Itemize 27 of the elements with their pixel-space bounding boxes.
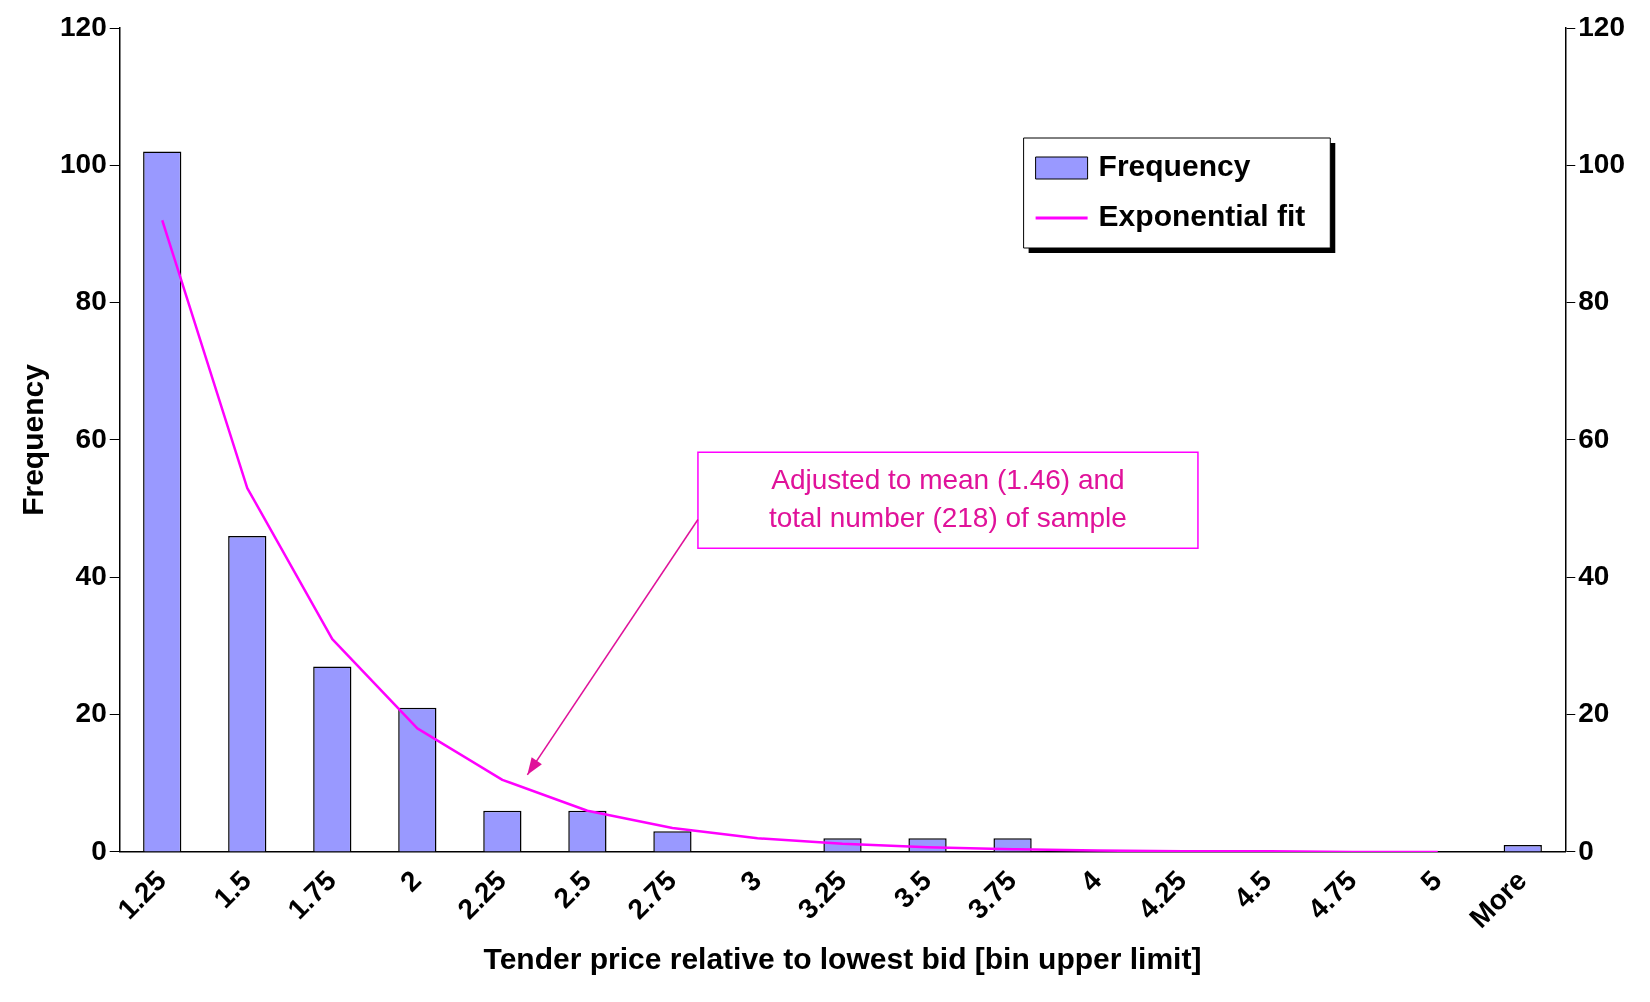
y-axis-title: Frequency <box>16 363 50 516</box>
x-tick-label: 3.5 <box>887 864 938 915</box>
y2-tick-label: 0 <box>1578 834 1594 866</box>
x-tick-label: 5 <box>1414 864 1448 898</box>
y-tick-label: 20 <box>75 697 107 729</box>
x-tick-label: 2 <box>394 864 428 898</box>
y2-tick-label: 60 <box>1578 422 1610 454</box>
y-tick-label: 100 <box>60 148 107 180</box>
y-tick-label: 60 <box>75 422 107 454</box>
annotation: Adjusted to mean (1.46) and total number (218) of sample <box>768 464 1127 534</box>
legend-label: Frequency <box>1098 149 1251 183</box>
x-tick-label: 3 <box>734 864 768 898</box>
y-tick-label: 80 <box>75 285 107 317</box>
y2-tick-label: 120 <box>1578 10 1625 42</box>
x-axis-title: Tender price relative to lowest bid [bin upper limit] <box>483 942 1202 976</box>
y-tick-label: 40 <box>75 560 107 592</box>
x-tick-label: 4 <box>1074 864 1108 898</box>
legend-label: Exponential fit <box>1098 199 1306 233</box>
y-tick-label: 120 <box>60 10 107 42</box>
x-tick-label: 2.5 <box>547 864 598 915</box>
y2-tick-label: 20 <box>1578 697 1610 729</box>
y2-tick-label: 80 <box>1578 285 1610 317</box>
x-tick-label: 1.5 <box>207 864 257 915</box>
x-tick-label: 4.5 <box>1227 864 1278 915</box>
y2-tick-label: 40 <box>1578 560 1610 592</box>
y2-tick-label: 100 <box>1578 148 1625 180</box>
y-tick-label: 0 <box>91 834 107 866</box>
